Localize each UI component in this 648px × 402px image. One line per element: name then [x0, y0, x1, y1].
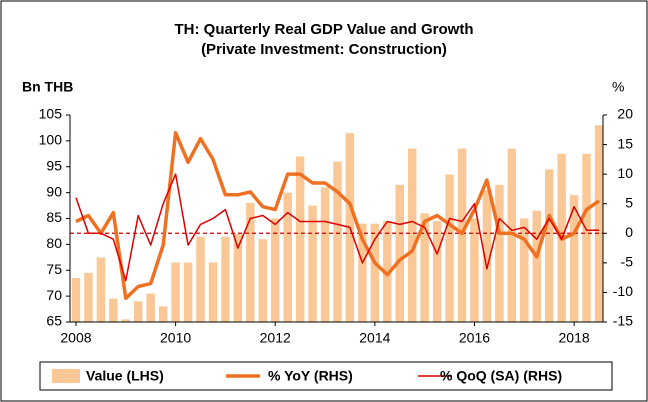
bar	[158, 306, 168, 322]
y2-tick-label: -10	[613, 283, 633, 299]
bar	[445, 174, 454, 322]
legend-label: % YoY (RHS)	[268, 368, 353, 384]
bar	[84, 272, 93, 322]
y2-tick-label: 15	[617, 135, 633, 151]
y-tick-label: 95	[46, 157, 62, 173]
bar	[544, 169, 554, 322]
bar	[283, 192, 292, 322]
y-tick-label: 75	[46, 261, 62, 277]
bar	[146, 293, 155, 322]
x-tick-label: 2014	[359, 330, 390, 346]
bar	[482, 190, 492, 322]
bar	[109, 298, 118, 322]
y-tick-label: 80	[46, 235, 62, 251]
bar	[495, 184, 504, 322]
bar	[183, 262, 193, 322]
bar	[532, 210, 541, 322]
y2-tick-label: -15	[613, 313, 633, 329]
bar	[196, 236, 205, 322]
bar	[582, 153, 591, 322]
bar	[71, 278, 81, 322]
bar	[432, 221, 442, 322]
y2-axis-label: %	[612, 79, 624, 95]
bar	[233, 234, 243, 322]
bar	[420, 213, 429, 322]
y2-tick-label: 20	[617, 106, 633, 122]
bar	[270, 218, 280, 322]
bar	[407, 148, 417, 322]
bar	[370, 223, 380, 322]
y-tick-label: 90	[46, 183, 62, 199]
bar	[320, 187, 330, 322]
y-tick-label: 85	[46, 209, 62, 225]
legend-swatch	[52, 369, 80, 383]
bar	[383, 221, 392, 322]
bar	[470, 218, 479, 322]
bar	[333, 161, 342, 322]
bar	[171, 262, 180, 322]
bar	[308, 205, 317, 322]
bar	[121, 319, 131, 322]
x-tick-label: 2012	[260, 330, 291, 346]
y2-tick-label: -5	[621, 254, 634, 270]
y-tick-label: 65	[46, 313, 62, 329]
bar	[246, 202, 255, 322]
bar	[258, 239, 268, 322]
bar	[395, 184, 404, 322]
y-axis-label: Bn THB	[22, 79, 73, 95]
y-tick-label: 105	[39, 106, 63, 122]
legend-label: % QoQ (SA) (RHS)	[440, 368, 562, 384]
bar	[507, 148, 517, 322]
x-tick-label: 2018	[559, 330, 590, 346]
legend-label: Value (LHS)	[86, 368, 164, 384]
bar	[295, 156, 305, 322]
bar	[208, 262, 218, 322]
y-tick-label: 70	[46, 287, 62, 303]
x-tick-label: 2008	[60, 330, 91, 346]
chart-title: TH: Quarterly Real GDP Value and Growth	[175, 21, 474, 38]
y-tick-label: 100	[39, 132, 63, 148]
bar	[569, 195, 579, 322]
y2-tick-label: 5	[625, 194, 633, 210]
legend	[39, 361, 613, 391]
bar	[520, 218, 529, 322]
bar	[358, 223, 367, 322]
x-tick-label: 2016	[459, 330, 490, 346]
bar	[96, 257, 106, 322]
line	[75, 130, 601, 301]
line	[75, 173, 599, 282]
bar	[134, 301, 143, 322]
x-tick-label: 2010	[160, 330, 191, 346]
bar	[594, 125, 604, 322]
chart-subtitle: (Private Investment: Construction)	[201, 41, 447, 58]
y2-tick-label: 10	[617, 165, 633, 181]
y2-tick-label: 0	[625, 224, 633, 240]
bar	[457, 148, 467, 322]
bar	[221, 236, 230, 322]
